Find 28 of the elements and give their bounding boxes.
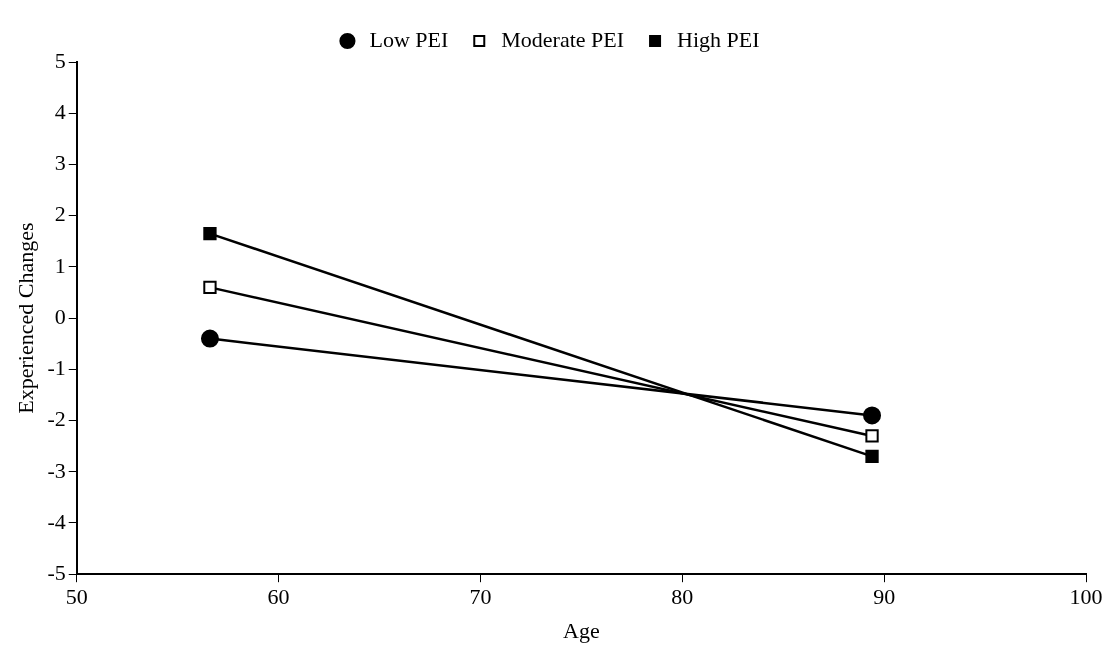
x-tick-label: 90 [873,584,896,610]
x-tick-label: 60 [267,584,290,610]
legend-label: High PEI [677,26,760,52]
x-axis-title: Age [563,617,600,643]
point [203,226,217,241]
x-tick-label: 80 [671,584,694,610]
x-tick-label: 50 [65,584,88,610]
y-tick-label: 4 [54,99,66,124]
point [200,329,219,348]
point [865,449,879,464]
y-tick-label: 0 [54,303,66,329]
y-tick-label: -5 [47,559,66,585]
legend-label: Low PEI [369,26,449,52]
y-tick-label: -3 [47,457,66,483]
y-tick-label: -4 [47,508,66,534]
point [863,406,882,425]
point [865,429,879,443]
x-tick-label: 100 [1069,584,1103,610]
y-tick-label: 3 [54,150,66,176]
y-tick-label: 1 [54,252,66,278]
legend-label: Moderate PEI [501,26,625,52]
y-tick-label: -2 [47,406,66,432]
y-tick-label: -1 [47,355,66,381]
y-axis-title: Experienced Changes [12,222,38,414]
point [203,280,217,295]
y-tick-label: 2 [54,201,66,227]
y-tick-label: 5 [54,47,66,73]
x-tick-label: 70 [469,584,492,610]
